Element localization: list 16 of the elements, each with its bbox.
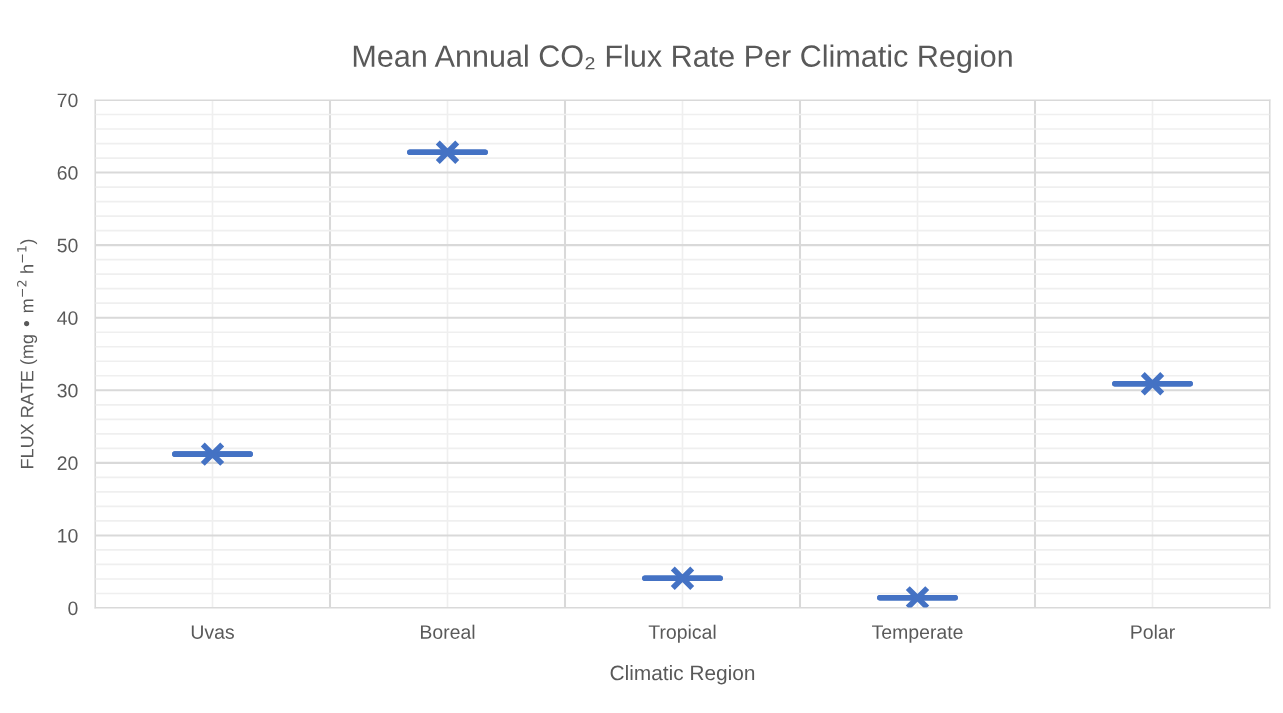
x-tick-label: Polar (1131, 624, 1175, 639)
y-tick-label: 60 (57, 166, 78, 180)
y-tick-label: 70 (57, 93, 78, 108)
x-tick-label: Tropical (648, 624, 716, 643)
y-tick-label: 10 (58, 528, 78, 543)
x-tick-label: Temperate (872, 625, 963, 643)
x-axis-title: Climatic Region (610, 665, 755, 685)
y-tick-label: 40 (57, 311, 78, 325)
y-tick-label: 30 (57, 383, 78, 398)
chart-title: Mean Annual CO₂ Flux Rate Per Climatic Region (353, 44, 1012, 74)
x-tick-label: Boreal (420, 624, 475, 639)
y-tick-label: 50 (57, 238, 78, 253)
y-tick-label: 20 (57, 456, 78, 471)
y-tick-label: 0 (68, 601, 78, 616)
y-axis-title: FLUX RATE (mg • m$^{−2}$ h$^{−1}$) (17, 239, 38, 468)
x-tick-label: Uvas (191, 625, 234, 639)
